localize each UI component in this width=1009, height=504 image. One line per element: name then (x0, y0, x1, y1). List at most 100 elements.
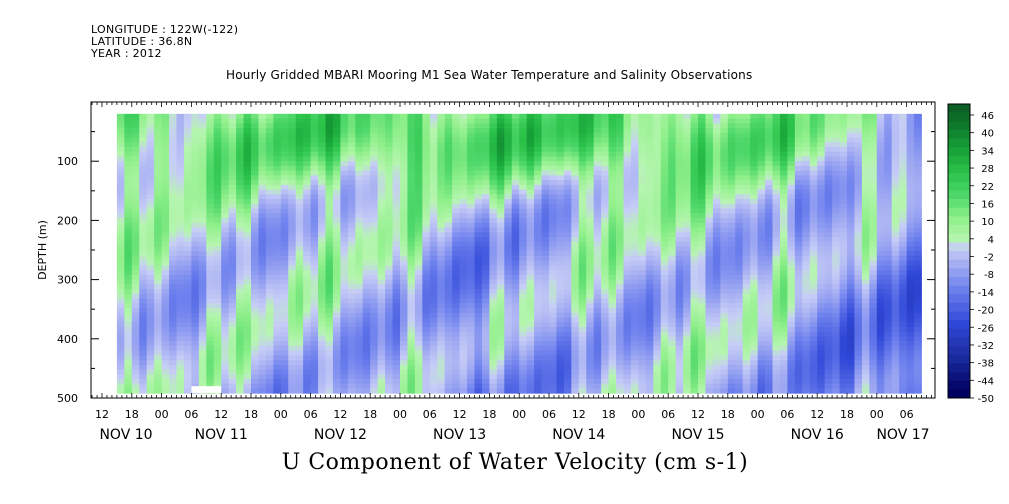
heatmap-cell (608, 161, 617, 167)
heatmap-cell (690, 303, 699, 309)
heatmap-cell (258, 156, 267, 162)
heatmap-cell (228, 331, 237, 337)
heatmap-cell (377, 355, 386, 361)
heatmap-cell (526, 331, 535, 337)
heatmap-cell (310, 312, 319, 318)
heatmap-cell (698, 184, 706, 191)
heatmap-cell (213, 379, 222, 385)
heatmap-cell (176, 189, 185, 195)
heatmap-cell (690, 184, 699, 191)
heatmap-cell (407, 279, 416, 285)
heatmap-cell (116, 298, 125, 304)
heatmap-cell (340, 379, 349, 385)
heatmap-cell (295, 137, 304, 143)
heatmap-cell (519, 350, 528, 356)
heatmap-cell (735, 345, 744, 352)
heatmap-cell (429, 180, 438, 186)
heatmap-cell (265, 374, 274, 380)
heatmap-cell (318, 312, 326, 318)
heatmap-cell (742, 218, 751, 224)
heatmap-cell (325, 142, 334, 148)
heatmap-cell (586, 293, 595, 299)
heatmap-cell (288, 184, 297, 191)
heatmap-cell (675, 227, 684, 233)
heatmap-cell (489, 298, 498, 304)
heatmap-cell (347, 350, 356, 356)
heatmap-cell (370, 137, 379, 143)
heatmap-cell (511, 284, 520, 290)
heatmap-cell (653, 227, 662, 233)
heatmap-cell (556, 246, 565, 252)
heatmap-cell (116, 199, 125, 205)
heatmap-cell (198, 156, 207, 162)
heatmap-cell (340, 284, 349, 290)
heatmap-cell (653, 379, 662, 385)
heatmap-cell (541, 374, 550, 380)
heatmap-cell (608, 345, 617, 352)
heatmap-cell (444, 156, 453, 162)
heatmap-cell (303, 146, 311, 153)
heatmap-cell (526, 345, 535, 352)
heatmap-cell (526, 123, 535, 129)
heatmap-cell (414, 260, 423, 266)
heatmap-cell (295, 146, 304, 153)
heatmap-cell (325, 355, 334, 361)
heatmap-cell (444, 317, 453, 323)
heatmap-cell (549, 184, 557, 191)
heatmap-cell (318, 284, 326, 290)
heatmap-cell (549, 232, 557, 238)
heatmap-cell (377, 270, 386, 276)
heatmap-cell (355, 151, 364, 157)
heatmap-cell (169, 241, 177, 247)
heatmap-cell (653, 236, 662, 243)
heatmap-cell (243, 203, 252, 209)
heatmap-cell (169, 170, 177, 176)
heatmap-cell (459, 208, 468, 214)
heatmap-cell (295, 303, 304, 309)
heatmap-cell (288, 270, 297, 276)
heatmap-cell (310, 270, 319, 276)
heatmap-cell (169, 208, 177, 214)
heatmap-cell (608, 118, 617, 124)
heatmap-cell (549, 128, 557, 134)
heatmap-cell (608, 350, 617, 356)
heatmap-cell (735, 308, 744, 314)
heatmap-cell (459, 132, 468, 138)
heatmap-cell (504, 194, 513, 200)
heatmap-cell (690, 260, 699, 266)
heatmap-cell (616, 208, 624, 214)
heatmap-cell (556, 156, 565, 162)
heatmap-cell (183, 279, 192, 285)
heatmap-cell (668, 360, 677, 366)
heatmap-cell (400, 388, 408, 394)
heatmap-cell (340, 227, 349, 233)
heatmap-cell (228, 123, 237, 129)
heatmap-cell (251, 379, 259, 385)
heatmap-cell (481, 260, 490, 266)
heatmap-cell (563, 364, 572, 370)
heatmap-cell (608, 184, 617, 191)
heatmap-cell (400, 255, 408, 262)
heatmap-cell (340, 246, 349, 252)
heatmap-cell (206, 184, 215, 191)
heatmap-cell (280, 236, 289, 243)
heatmap-cell (653, 369, 662, 375)
heatmap-cell (280, 289, 289, 295)
heatmap-cell (332, 128, 341, 134)
heatmap-cell (370, 132, 379, 138)
heatmap-cell (601, 165, 609, 172)
heatmap-cell (549, 165, 557, 172)
heatmap-cell (683, 345, 691, 352)
heatmap-cell (154, 312, 162, 318)
heatmap-cell (325, 203, 334, 209)
heatmap-cell (258, 208, 267, 214)
heatmap-cell (623, 170, 632, 176)
heatmap-cell (556, 123, 565, 129)
heatmap-cell (377, 317, 386, 323)
heatmap-cell (288, 132, 297, 138)
heatmap-cell (735, 180, 744, 186)
heatmap-cell (511, 227, 520, 233)
heatmap-cell (601, 364, 609, 370)
heatmap-cell (295, 165, 304, 172)
heatmap-cell (578, 246, 587, 252)
